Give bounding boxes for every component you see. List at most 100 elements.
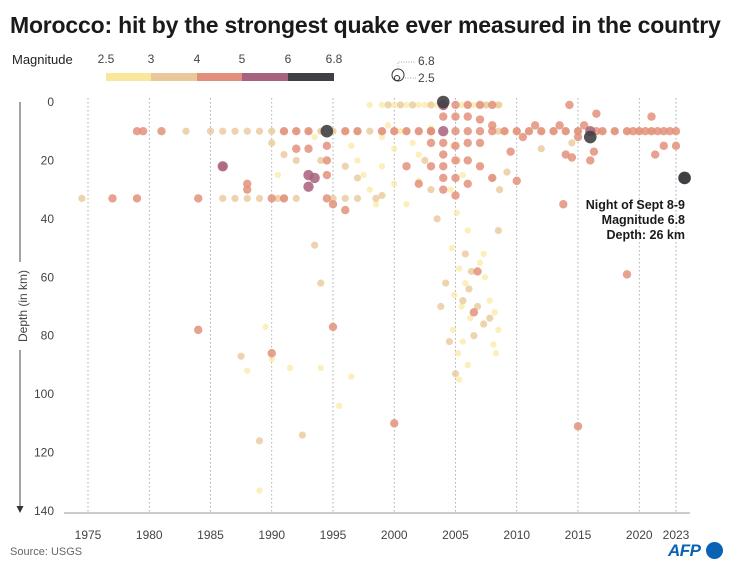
point-0-40 bbox=[481, 274, 489, 281]
point-1-55 bbox=[280, 150, 288, 159]
point-2-5 bbox=[157, 127, 166, 136]
point-0-41 bbox=[486, 297, 493, 304]
point-0-64 bbox=[244, 367, 251, 374]
point-0-38 bbox=[455, 376, 463, 383]
y-tick-label-20: 20 bbox=[41, 153, 55, 167]
scatter-points bbox=[78, 95, 681, 494]
point-0-60 bbox=[286, 364, 294, 372]
point-0-26 bbox=[453, 209, 460, 217]
x-tick-label-2000: 2000 bbox=[381, 528, 408, 542]
point-2-61 bbox=[475, 115, 485, 124]
point-1-16 bbox=[243, 127, 251, 135]
legend: Magnitude 2.5 3 4 5 6 6.8 6.8 2.5 bbox=[12, 52, 435, 85]
point-1-82 bbox=[298, 431, 306, 439]
point-2-53 bbox=[451, 173, 460, 183]
point-0-17 bbox=[409, 139, 416, 147]
point-1-51 bbox=[494, 101, 502, 109]
point-2-59 bbox=[463, 179, 472, 188]
point-0-54 bbox=[378, 163, 386, 170]
point-2-29 bbox=[573, 127, 583, 136]
x-tick-label-2015: 2015 bbox=[565, 528, 592, 542]
gridlines bbox=[87, 98, 677, 513]
point-2-105 bbox=[659, 141, 668, 151]
point-3-3 bbox=[309, 172, 320, 184]
point-1-3 bbox=[243, 194, 251, 203]
point-2-48 bbox=[439, 185, 448, 194]
point-2-69 bbox=[426, 162, 436, 171]
point-0-49 bbox=[360, 171, 367, 179]
point-2-73 bbox=[322, 156, 332, 165]
point-2-81 bbox=[279, 194, 289, 203]
point-1-68 bbox=[459, 297, 467, 305]
size-legend-label-small: 2.5 bbox=[418, 71, 435, 85]
legend-label-5: 6.8 bbox=[326, 52, 343, 66]
point-0-46 bbox=[492, 350, 500, 357]
point-0-25 bbox=[447, 186, 454, 193]
point-1-78 bbox=[503, 168, 511, 176]
point-2-101 bbox=[592, 109, 601, 118]
point-2-92 bbox=[518, 132, 528, 142]
point-2-35 bbox=[635, 127, 644, 136]
point-0-0 bbox=[366, 101, 373, 109]
point-0-27 bbox=[464, 227, 471, 234]
point-2-17 bbox=[414, 127, 423, 136]
point-3-0 bbox=[217, 161, 228, 172]
point-0-36 bbox=[454, 350, 462, 357]
point-2-79 bbox=[292, 144, 301, 153]
point-2-43 bbox=[439, 112, 448, 121]
point-0-42 bbox=[491, 309, 498, 316]
y-axis-label: Depth (in km) bbox=[16, 270, 30, 342]
y-axis: 0 20 40 60 80 100 120 140 Depth (in km) bbox=[14, 95, 54, 518]
point-2-10 bbox=[292, 127, 301, 136]
point-2-25 bbox=[524, 127, 534, 136]
y-tick-label-80: 80 bbox=[41, 329, 55, 343]
point-2-58 bbox=[463, 156, 472, 165]
point-2-32 bbox=[610, 127, 619, 136]
point-2-23 bbox=[500, 127, 509, 136]
point-2-93 bbox=[530, 121, 540, 130]
point-2-106 bbox=[671, 141, 681, 151]
point-1-64 bbox=[467, 267, 476, 276]
point-2-104 bbox=[650, 150, 660, 159]
size-legend-small bbox=[394, 75, 400, 81]
x-axis: 1975 1980 1985 1990 1995 2000 2005 2010 2015 2020… bbox=[64, 512, 690, 542]
point-4-1 bbox=[320, 124, 334, 138]
point-2-49 bbox=[451, 100, 460, 110]
point-2-57 bbox=[463, 138, 472, 148]
point-2-6 bbox=[243, 179, 252, 188]
point-2-90 bbox=[512, 176, 521, 186]
point-0-56 bbox=[403, 201, 410, 208]
legend-label-1: 3 bbox=[148, 52, 155, 66]
point-2-82 bbox=[194, 325, 203, 335]
point-0-32 bbox=[458, 303, 465, 310]
x-tick-label-2020: 2020 bbox=[626, 528, 653, 542]
point-2-107 bbox=[559, 200, 568, 209]
point-2-76 bbox=[328, 200, 338, 209]
point-2-85 bbox=[390, 419, 399, 428]
point-2-56 bbox=[463, 112, 472, 121]
x-tick-label-1975: 1975 bbox=[75, 528, 102, 542]
point-2-13 bbox=[353, 127, 362, 136]
afp-logo: AFP bbox=[668, 541, 701, 560]
point-0-24 bbox=[459, 171, 467, 179]
legend-swatch-0 bbox=[106, 73, 151, 81]
point-0-3 bbox=[403, 101, 410, 109]
point-2-27 bbox=[549, 127, 558, 136]
point-1-9 bbox=[341, 194, 349, 203]
x-tick-label-1995: 1995 bbox=[320, 528, 347, 542]
point-0-18 bbox=[415, 151, 422, 158]
point-1-65 bbox=[473, 302, 482, 311]
point-1-8 bbox=[329, 194, 337, 203]
point-2-50 bbox=[451, 112, 460, 121]
point-1-58 bbox=[341, 162, 349, 170]
point-2-78 bbox=[304, 144, 313, 153]
point-0-37 bbox=[464, 361, 471, 369]
point-1-32 bbox=[494, 127, 502, 135]
point-2-7 bbox=[243, 185, 252, 194]
legend-label-3: 5 bbox=[239, 52, 246, 66]
point-0-66 bbox=[274, 171, 282, 179]
point-2-9 bbox=[279, 127, 289, 136]
point-2-64 bbox=[488, 100, 497, 110]
legend-title: Magnitude bbox=[12, 52, 73, 67]
